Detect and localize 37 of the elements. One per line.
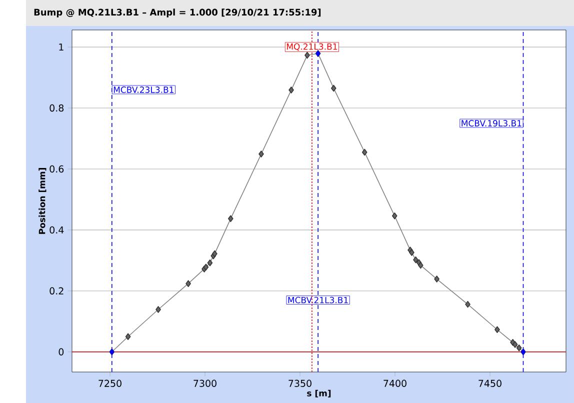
x-tick-label: 7400: [384, 380, 406, 387]
point: [392, 212, 398, 220]
ref-line-label: MCBV.23L3.B1: [114, 86, 174, 93]
y-axis-title: Position [mm]: [38, 168, 46, 234]
point: [516, 344, 522, 352]
point: [465, 300, 470, 308]
point: [409, 249, 414, 256]
x-axis-title: s [m]: [307, 390, 331, 398]
chart-title: Bump @ MQ.21L3.B1 – Ampl = 1.000 [29/10/21 17:55:19]: [34, 8, 321, 18]
y-tick-label: 0: [58, 348, 64, 356]
point: [494, 326, 500, 334]
x-tick-label: 7250: [98, 380, 122, 387]
point: [512, 341, 518, 348]
point: [207, 259, 213, 266]
point: [418, 262, 424, 269]
x-tick-label: 7450: [478, 380, 502, 387]
y-tick-label: 0.6: [50, 165, 64, 173]
point: [258, 150, 264, 158]
ref-line-label: MCBV.19L3.B1: [462, 120, 522, 126]
point: [330, 84, 336, 92]
y-tick-label: 0.2: [50, 287, 64, 295]
ref-line-label: MQ.21L3.B1: [286, 43, 337, 51]
point: [186, 280, 191, 287]
y-tick-label: 0.4: [50, 226, 64, 234]
x-tick-label: 7350: [288, 380, 312, 387]
point: [413, 256, 418, 264]
y-tick-label: 1: [59, 44, 64, 51]
x-tick-label: 7300: [194, 380, 216, 387]
y-tick-label: 0.8: [50, 104, 64, 112]
point: [125, 333, 131, 340]
point: [156, 306, 161, 313]
ref-line-label: MCBV.21L3.B1: [288, 296, 348, 304]
point: [304, 52, 310, 59]
point: [228, 215, 234, 222]
point: [288, 86, 294, 94]
point: [434, 276, 440, 282]
point: [362, 148, 368, 156]
